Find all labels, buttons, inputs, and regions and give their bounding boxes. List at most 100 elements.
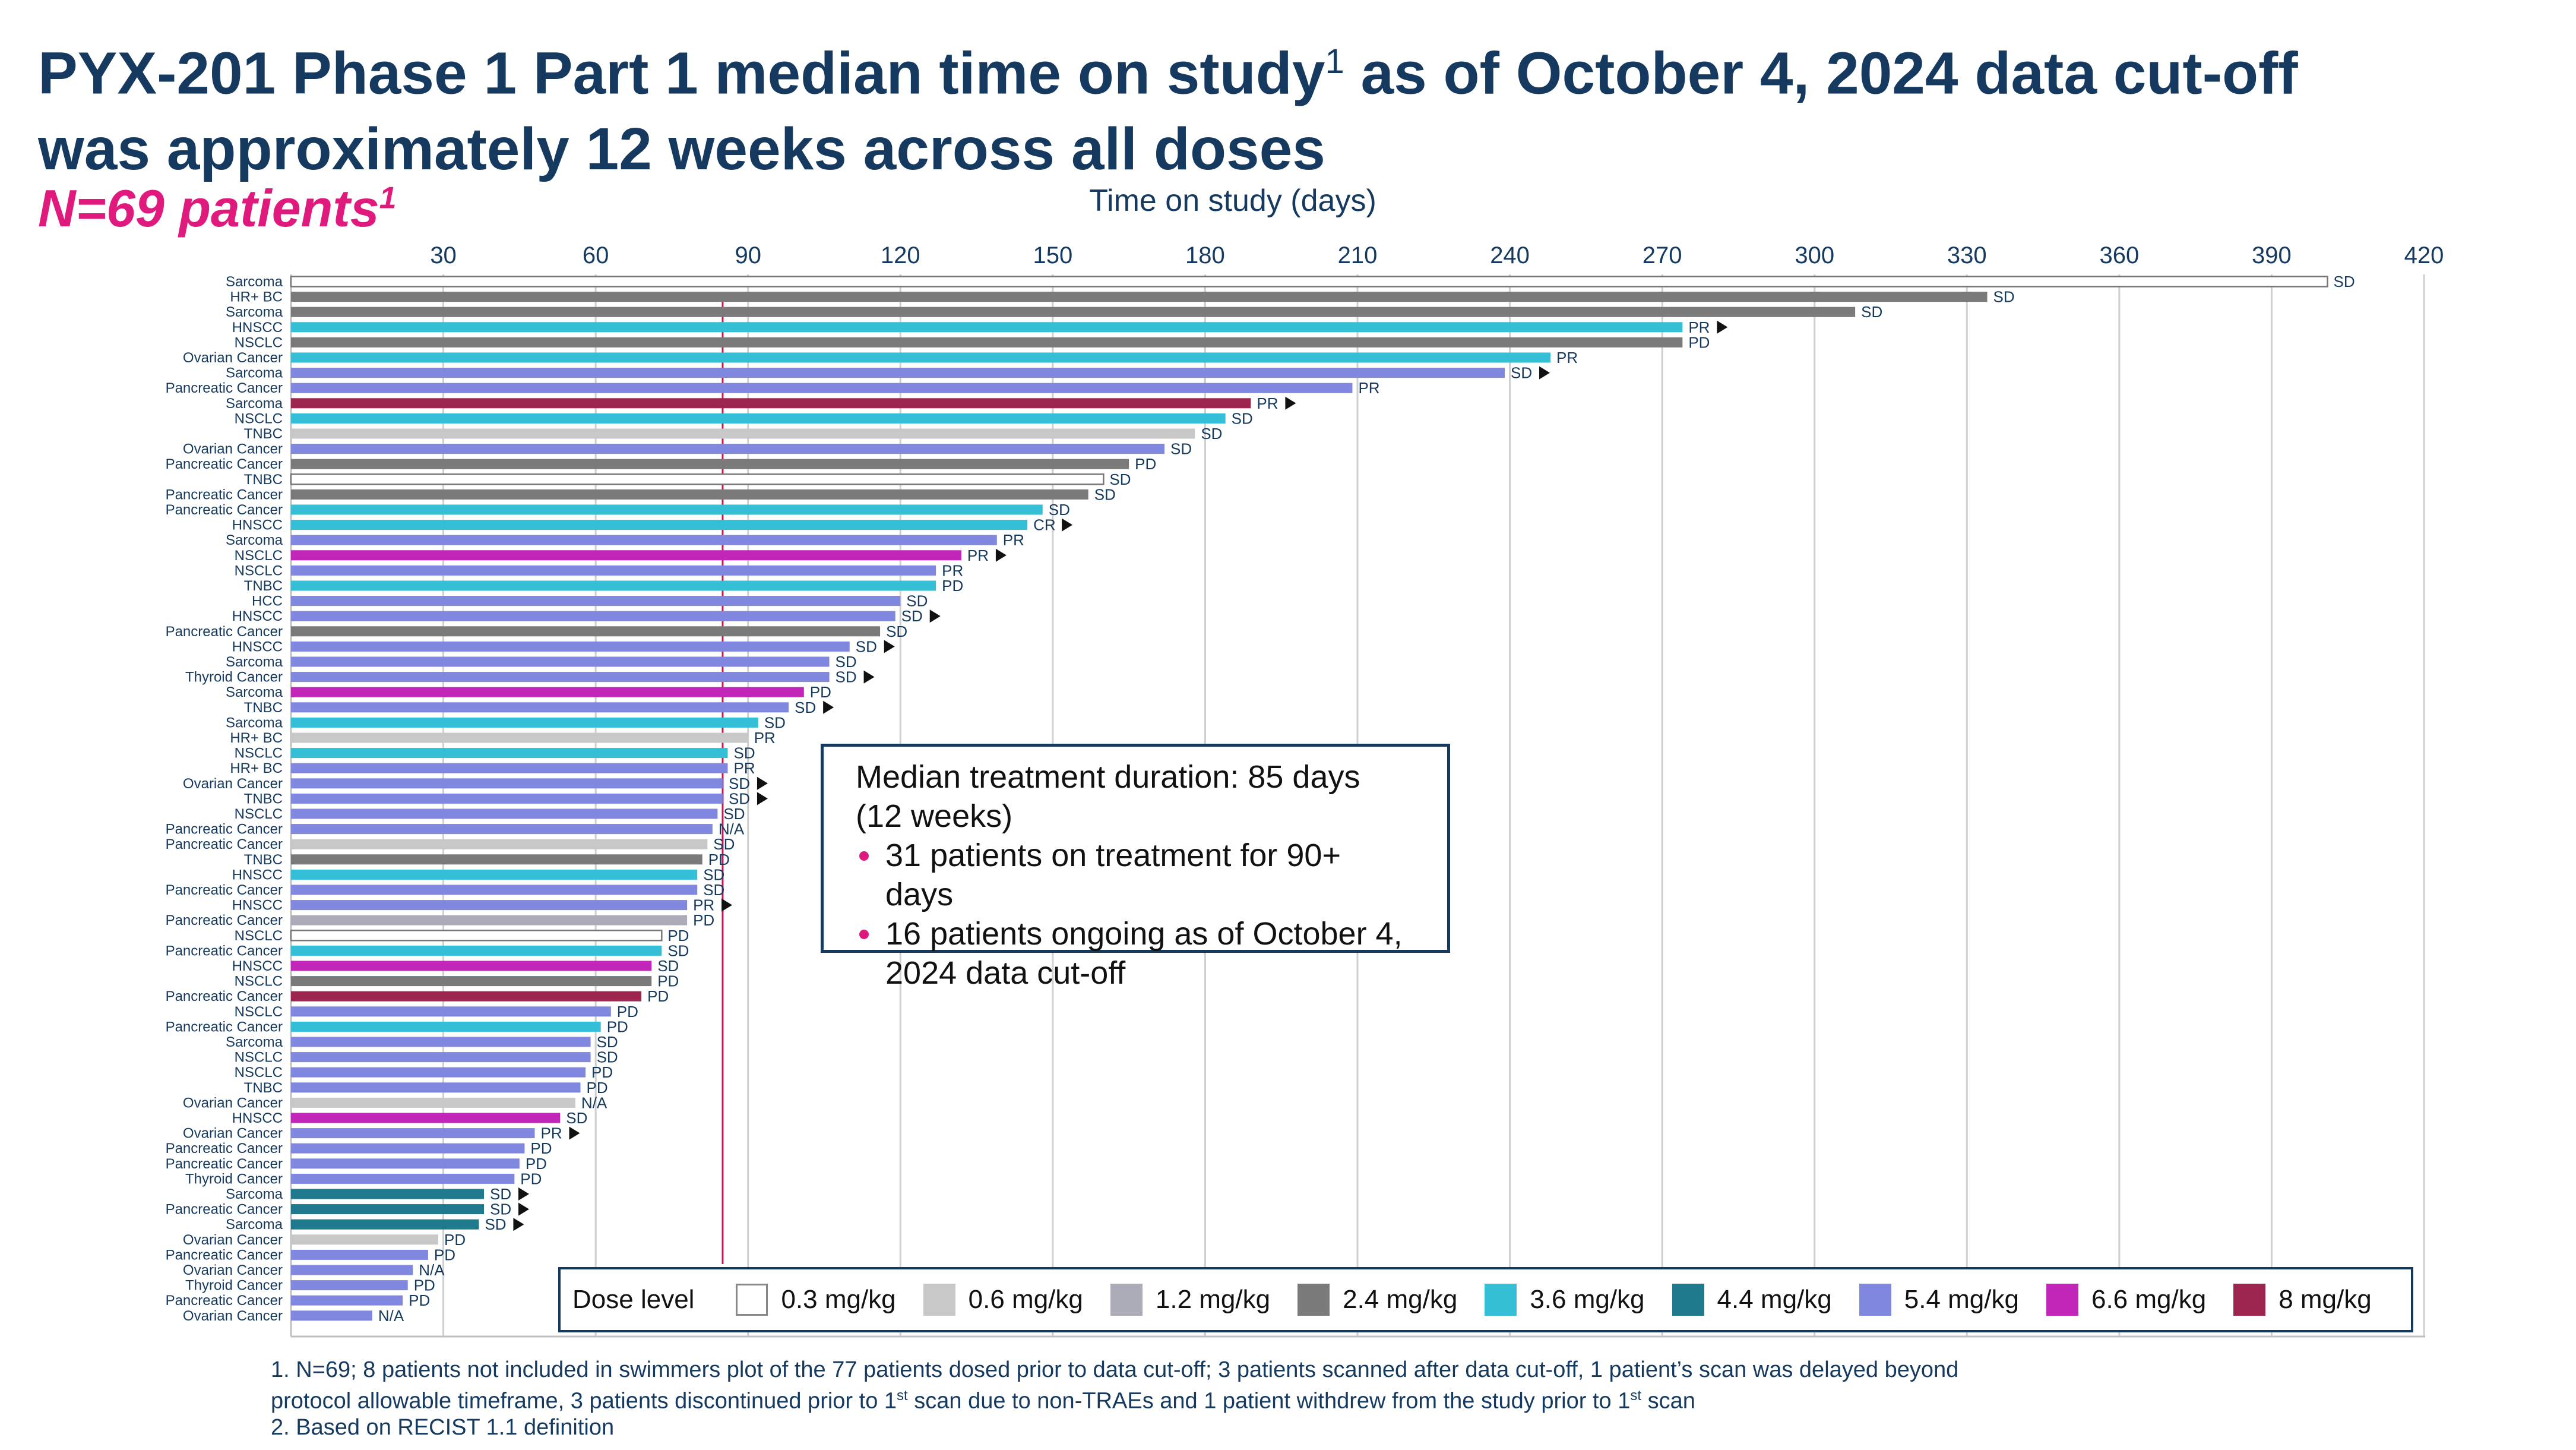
bar: [291, 869, 698, 880]
response-label: PD: [667, 927, 689, 944]
bar: [291, 1265, 413, 1275]
bar: [291, 292, 1988, 302]
response-label: SD: [856, 637, 877, 655]
category-label: HNSCC: [232, 958, 283, 974]
bar: [291, 307, 1856, 317]
bar: [291, 717, 758, 728]
category-label: Pancreatic Cancer: [166, 380, 283, 396]
category-label: Ovarian Cancer: [183, 1308, 283, 1324]
legend-swatch: [2046, 1284, 2078, 1316]
footnote-1-line2b: scan due to non-TRAEs and 1 patient with…: [907, 1388, 1631, 1414]
footnote-1-line2c: scan: [1641, 1388, 1695, 1414]
footnote-1-line1: 1. N=69; 8 patients not included in swim…: [271, 1357, 1959, 1382]
response-label: SD: [901, 607, 923, 625]
category-label: Pancreatic Cancer: [166, 1156, 283, 1172]
bar: [291, 1158, 520, 1169]
response-label: SD: [1049, 501, 1070, 519]
title-line2: was approximately 12 weeks across all do…: [38, 116, 1325, 183]
response-label: PR: [942, 561, 963, 579]
response-label: PD: [607, 1018, 628, 1035]
response-label: SD: [729, 775, 750, 792]
category-label: Pancreatic Cancer: [166, 943, 283, 959]
category-label: Sarcoma: [226, 532, 283, 548]
legend-swatch: [923, 1284, 955, 1316]
response-label: PD: [693, 911, 714, 929]
response-label: SD: [490, 1201, 511, 1218]
category-label: HR+ BC: [230, 730, 283, 746]
footnote-1-line2a: protocol allowable timeframe, 3 patients…: [271, 1388, 897, 1414]
category-label: Sarcoma: [226, 274, 283, 290]
bar: [291, 824, 713, 835]
category-label: NSCLC: [235, 563, 283, 579]
bar: [291, 1113, 561, 1123]
category-label: NSCLC: [235, 1050, 283, 1066]
bar: [291, 884, 698, 895]
bar: [291, 1006, 611, 1017]
legend-swatch: [2233, 1284, 2266, 1316]
title-line1-b: as of October 4, 2024 data cut-off: [1344, 40, 2298, 107]
legend-label: 1.2 mg/kg: [1155, 1285, 1271, 1314]
category-label: Sarcoma: [226, 1034, 283, 1050]
legend-swatch: [1110, 1284, 1143, 1316]
x-tick-label: 60: [583, 242, 609, 268]
ongoing-arrow: [757, 776, 768, 790]
response-label: N/A: [378, 1307, 404, 1325]
bar: [291, 748, 728, 759]
legend-item: 4.4 mg/kg: [1672, 1284, 1832, 1316]
category-label: Pancreatic Cancer: [166, 836, 283, 852]
x-tick-label: 30: [430, 242, 457, 268]
response-label: SD: [566, 1109, 587, 1127]
bar: [291, 687, 804, 697]
response-label: SD: [729, 789, 750, 807]
response-label: PD: [708, 851, 730, 868]
category-label: HNSCC: [232, 608, 283, 624]
ongoing-arrow: [513, 1218, 524, 1231]
category-label: Pancreatic Cancer: [166, 882, 283, 898]
category-label: Sarcoma: [226, 365, 283, 381]
category-label: Pancreatic Cancer: [166, 487, 283, 503]
bar: [291, 352, 1550, 363]
category-label: Pancreatic Cancer: [166, 624, 283, 640]
legend-swatch: [1298, 1284, 1330, 1316]
response-label: SD: [657, 957, 679, 975]
response-label: PD: [591, 1063, 613, 1081]
category-label: HNSCC: [232, 1110, 283, 1126]
response-label: N/A: [419, 1261, 445, 1279]
legend-label: 6.6 mg/kg: [2091, 1285, 2207, 1314]
bar: [291, 459, 1129, 469]
bar: [291, 1310, 372, 1321]
x-tick-label: 120: [881, 242, 920, 268]
bar: [291, 1219, 479, 1230]
bar: [290, 930, 663, 942]
category-label: NSCLC: [235, 1004, 283, 1020]
bar: [291, 1173, 515, 1184]
x-tick-label: 360: [2099, 242, 2139, 268]
legend-label: 5.4 mg/kg: [1904, 1285, 2019, 1314]
legend-label: 3.6 mg/kg: [1530, 1285, 1645, 1314]
x-tick-label: 300: [1795, 242, 1834, 268]
bar: [291, 808, 718, 819]
response-label: SD: [2334, 273, 2355, 290]
category-label: Thyroid Cancer: [185, 669, 283, 685]
bar: [291, 763, 728, 773]
response-label: SD: [1094, 485, 1116, 503]
bars: [290, 276, 2328, 1321]
bar: [291, 1021, 601, 1032]
ongoing-arrow: [757, 792, 768, 805]
response-label: PD: [617, 1003, 638, 1021]
bar: [291, 550, 961, 561]
category-label: TNBC: [244, 472, 283, 488]
bar: [291, 626, 881, 637]
median-callout-bullet1: 31 patients on treatment for 90+ days: [856, 836, 1415, 914]
response-label: PR: [967, 546, 989, 564]
bar: [291, 961, 652, 971]
response-label: PD: [520, 1170, 542, 1187]
response-label: PD: [409, 1291, 430, 1309]
category-label: Pancreatic Cancer: [166, 1141, 283, 1157]
category-label: HR+ BC: [230, 289, 283, 305]
category-label: NSCLC: [235, 1064, 283, 1081]
bar: [291, 1143, 525, 1154]
bar: [291, 520, 1028, 530]
ongoing-arrow: [929, 609, 941, 623]
legend-swatch: [1485, 1284, 1517, 1316]
